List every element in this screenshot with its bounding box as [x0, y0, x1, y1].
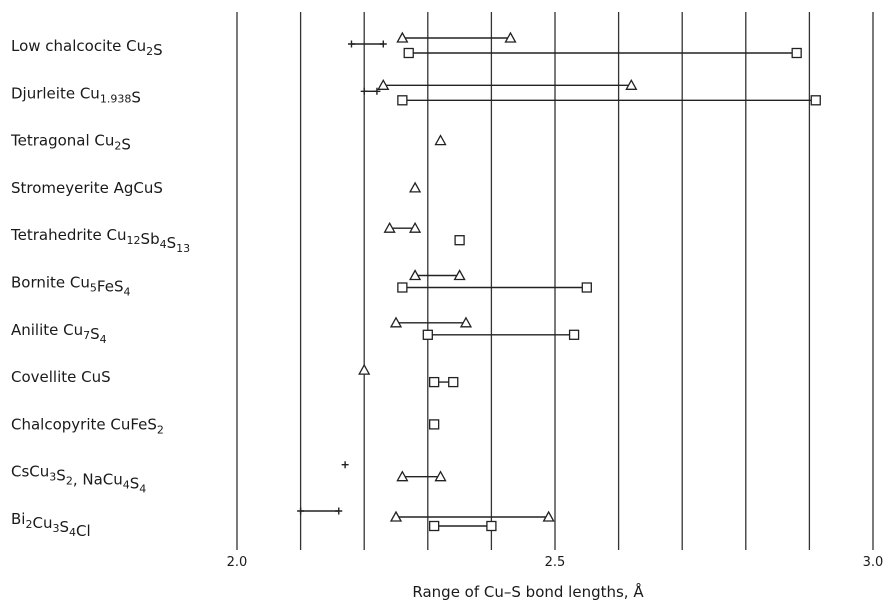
square-marker — [454, 235, 465, 246]
square-range — [429, 376, 459, 388]
square-marker — [568, 329, 580, 340]
square-marker — [422, 329, 433, 340]
triangle-range — [377, 78, 638, 90]
triangle-marker — [625, 78, 638, 90]
x-axis-label: Range of Cu–S bond lengths, Å — [412, 582, 644, 601]
plus-marker — [373, 87, 381, 95]
square-marker — [810, 95, 821, 106]
row-label: Low chalcocite Cu2S — [11, 37, 163, 59]
data-row: Bi2Cu3S4Cl — [11, 507, 555, 540]
triangle-marker — [389, 316, 403, 328]
triangle-range — [389, 510, 555, 522]
plus-marker — [341, 461, 349, 469]
triangle-range — [358, 363, 371, 375]
square-range — [397, 282, 592, 293]
square-marker — [486, 520, 497, 532]
plus-marker — [360, 87, 368, 95]
plus-range — [297, 507, 343, 515]
row-label: Tetrahedrite Cu12Sb4S13 — [10, 226, 190, 255]
square-marker — [448, 376, 459, 388]
triangle-marker — [408, 181, 422, 193]
square-marker — [429, 376, 440, 388]
row-label: CsCu3S2, NaCu4S4 — [11, 463, 146, 496]
triangle-range — [408, 181, 422, 193]
triangle-marker — [408, 221, 422, 233]
row-label: Bornite Cu5FeS4 — [11, 274, 130, 299]
plus-marker — [379, 40, 387, 48]
square-marker — [397, 95, 408, 106]
triangle-marker — [459, 316, 473, 328]
data-row: CsCu3S2, NaCu4S4 — [11, 461, 447, 496]
row-label: Anilite Cu7S4 — [11, 321, 107, 346]
row-label: Djurleite Cu1.938S — [11, 84, 141, 106]
square-range — [454, 235, 465, 246]
data-row: Tetrahedrite Cu12Sb4S13 — [10, 221, 465, 255]
x-tick-label: 2.0 — [227, 555, 248, 570]
row-label: Chalcopyrite CuFeS2 — [11, 415, 164, 436]
x-axis-ticks: 2.0 2.5 3.0 — [227, 555, 884, 570]
triangle-marker — [389, 510, 403, 522]
triangle-range — [389, 316, 473, 328]
triangle-marker — [383, 221, 396, 233]
square-marker — [581, 282, 592, 293]
square-range — [403, 47, 802, 59]
triangle-marker — [542, 510, 555, 522]
triangle-marker — [377, 78, 390, 90]
square-marker — [429, 419, 440, 430]
triangle-marker — [408, 269, 422, 281]
data-row: Tetragonal Cu2S — [10, 132, 447, 154]
data-row: Djurleite Cu1.938S — [11, 78, 821, 106]
square-range — [429, 419, 440, 430]
square-range — [397, 95, 821, 106]
data-row: Stromeyerite AgCuS — [11, 179, 422, 197]
triangle-marker — [504, 31, 517, 43]
plus-range — [347, 40, 387, 48]
triangle-range — [408, 269, 466, 281]
triangle-range — [396, 31, 517, 43]
x-tick-label: 3.0 — [863, 555, 884, 570]
plus-range — [341, 461, 349, 469]
row-label: Tetragonal Cu2S — [10, 132, 131, 154]
square-marker — [397, 282, 408, 293]
triangle-marker — [453, 269, 466, 281]
row-label: Bi2Cu3S4Cl — [11, 510, 91, 540]
triangle-marker — [434, 470, 447, 482]
triangle-marker — [396, 470, 409, 482]
square-marker — [403, 47, 414, 59]
gridlines — [236, 12, 874, 550]
plus-marker — [335, 507, 343, 515]
x-tick-label: 2.5 — [545, 555, 566, 570]
plus-range — [360, 87, 381, 95]
data-row: Anilite Cu7S4 — [11, 316, 580, 346]
square-marker — [791, 47, 802, 59]
data-row: Chalcopyrite CuFeS2 — [11, 415, 440, 436]
triangle-marker — [434, 134, 447, 146]
data-row: Low chalcocite Cu2S — [11, 31, 802, 59]
triangle-marker — [396, 31, 409, 43]
row-label: Covellite CuS — [11, 368, 111, 386]
data-row: Bornite Cu5FeS4 — [11, 269, 592, 299]
triangle-range — [396, 470, 447, 482]
triangle-range — [434, 134, 447, 146]
square-range — [422, 329, 580, 340]
row-label: Stromeyerite AgCuS — [11, 179, 163, 197]
triangle-marker — [358, 363, 371, 375]
plus-marker — [347, 40, 355, 48]
plus-marker — [297, 507, 305, 515]
data-rows: Low chalcocite Cu2S Djurleite Cu1.938S Tet… — [10, 31, 821, 540]
triangle-range — [383, 221, 422, 233]
data-row: Covellite CuS — [11, 363, 459, 388]
square-range — [429, 520, 497, 532]
square-marker — [429, 520, 440, 532]
